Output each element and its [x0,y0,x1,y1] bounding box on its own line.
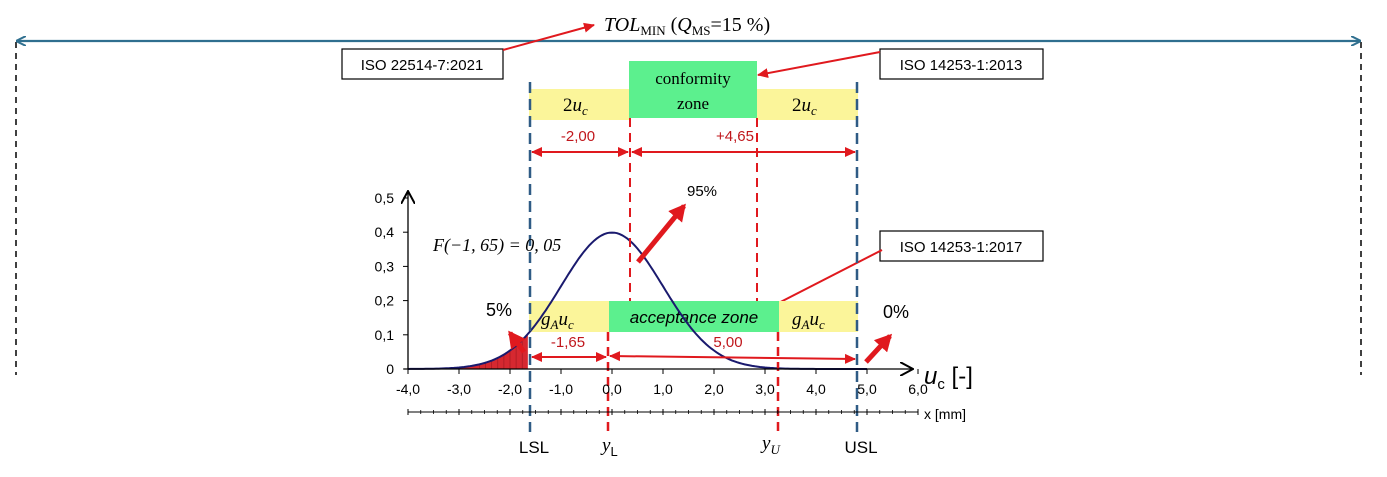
tolerance-title: TOLMIN (QMS=15 %) [604,14,770,38]
svg-text:ISO 14253-1:2017: ISO 14253-1:2017 [900,239,1023,256]
lower-right-dim-arrow [609,351,856,364]
cdf-formula: F(−1, 65) = 0, 05 [432,235,561,256]
yu-label: yU [760,433,781,457]
upper-left-dim-label: -2,00 [561,128,595,145]
y-tick-label: 0,1 [375,327,395,343]
y-tick-label: 0,5 [375,190,395,206]
usl-label: USL [844,438,877,457]
pct-95-label: 95% [687,183,717,200]
lower-left-dim-label: -1,65 [551,334,585,351]
iso-14253-2013-box: ISO 14253-1:2013 [879,48,1044,80]
x-tick-label: 0,0 [602,381,622,397]
pct-95-arrow [636,203,686,264]
uc-axis-label: uc [-] [924,363,973,393]
conformity-zone-label-2: zone [677,94,709,113]
pct-0-arrow [864,333,893,364]
x-tick-label: 5,0 [857,381,877,397]
y-tick-label: 0,2 [375,293,395,309]
upper-2uc-right-zone [757,89,858,120]
conformity-zone [629,61,757,118]
upper-2uc-right-label: 2uc [792,95,817,118]
lower-gauc-left-label: gAuc [541,309,574,332]
lsl-label: LSL [519,438,549,457]
upper-2uc-left-label: 2uc [563,95,588,118]
iso-22514-box: ISO 22514-7:2021 [341,48,504,80]
lower-right-dim-label: 5,00 [713,334,742,351]
iso-2013-pointer [757,51,881,79]
x-tick-label: 4,0 [806,381,826,397]
y-tick-label: 0,4 [375,224,395,240]
x-tick-label: -1,0 [549,381,573,397]
x-tick-label: -4,0 [396,381,420,397]
upper-2uc-left-zone [529,89,629,120]
yl-label: yL [600,435,618,459]
x-tick-label: -3,0 [447,381,471,397]
pct-5-label: 5% [486,300,512,320]
x-tick-label: 3,0 [755,381,775,397]
y-tick-label: 0 [386,361,394,377]
x-mm-axis-label: x [mm] [924,406,966,422]
svg-text:ISO 22514-7:2021: ISO 22514-7:2021 [361,57,484,74]
conformity-zone-label: conformity [655,69,731,88]
x-tick-label: 6,0 [908,381,928,397]
acceptance-zone [609,301,779,332]
iso-22514-pointer [502,22,595,51]
lower-gauc-right-zone [779,301,858,332]
axis-ticks: -4,0 -3,0 -2,0 -1,0 0,0 1,0 2,0 3,0 4,0 5,0 6,0 0 0,… [375,190,928,415]
x-tick-label: 1,0 [653,381,673,397]
pct-5-arrow [507,330,527,354]
y-tick-label: 0,3 [375,258,395,274]
upper-right-dim-label: +4,65 [716,128,754,145]
lower-gauc-right-label: gAuc [792,309,825,332]
pct-0-label: 0% [883,302,909,322]
svg-text:ISO 14253-1:2013: ISO 14253-1:2013 [900,57,1023,74]
iso-14253-2017-box: ISO 14253-1:2017 [879,230,1044,262]
x-tick-label: -2,0 [498,381,522,397]
x-tick-label: 2,0 [704,381,724,397]
acceptance-zone-label: acceptance zone [630,308,759,327]
